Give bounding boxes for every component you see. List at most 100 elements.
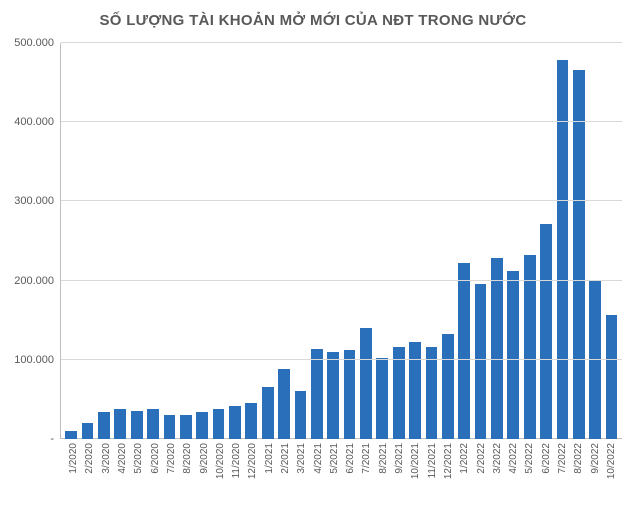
bar xyxy=(606,315,618,439)
bar-slot xyxy=(292,43,308,439)
bar xyxy=(229,406,241,439)
x-tick-label: 6/2020 xyxy=(141,439,157,509)
x-tick-label: 8/2020 xyxy=(174,439,190,509)
x-tick-label: 5/2022 xyxy=(516,439,532,509)
bar xyxy=(164,415,176,439)
gridline xyxy=(61,359,622,360)
x-tick-label: 6/2021 xyxy=(337,439,353,509)
y-axis: -100.000200.000300.000400.000500.000 xyxy=(4,35,60,501)
bar-slot xyxy=(571,43,587,439)
bar-slot xyxy=(145,43,161,439)
x-tick-label: 3/2020 xyxy=(93,439,109,509)
x-tick-label: 2/2020 xyxy=(76,439,92,509)
bar xyxy=(393,347,405,439)
bar-slot xyxy=(505,43,521,439)
y-tick-label: 200.000 xyxy=(14,275,54,287)
bar-slot xyxy=(112,43,128,439)
x-tick-label: 11/2020 xyxy=(223,439,239,509)
bar-slot xyxy=(358,43,374,439)
x-tick-label: 8/2021 xyxy=(370,439,386,509)
bar xyxy=(262,387,274,439)
bar-slot xyxy=(161,43,177,439)
x-tick-label: 2/2022 xyxy=(467,439,483,509)
bar-slot xyxy=(587,43,603,439)
bar-slot xyxy=(243,43,259,439)
bar-slot xyxy=(325,43,341,439)
bar-slot xyxy=(63,43,79,439)
bar-slot xyxy=(129,43,145,439)
y-tick-label: 400.000 xyxy=(14,116,54,128)
y-tick-label: 100.000 xyxy=(14,354,54,366)
bar-slot xyxy=(194,43,210,439)
bar-slot xyxy=(374,43,390,439)
bar xyxy=(540,224,552,439)
x-tick-label: 1/2021 xyxy=(256,439,272,509)
x-tick-label: 4/2020 xyxy=(109,439,125,509)
bar xyxy=(557,60,569,439)
x-tick-label: 3/2022 xyxy=(484,439,500,509)
bar-slot xyxy=(472,43,488,439)
x-tick-label: 5/2020 xyxy=(125,439,141,509)
bar-slot xyxy=(79,43,95,439)
bar-slot xyxy=(407,43,423,439)
bar-slot xyxy=(178,43,194,439)
y-tick-label: 500.000 xyxy=(14,37,54,49)
x-tick-label: 4/2021 xyxy=(304,439,320,509)
bar xyxy=(213,409,225,439)
x-tick-label: 7/2020 xyxy=(158,439,174,509)
bar xyxy=(98,412,110,439)
bar xyxy=(524,255,536,439)
bar xyxy=(180,415,192,439)
bar-slot xyxy=(210,43,226,439)
bar xyxy=(245,403,257,439)
x-tick-label: 12/2020 xyxy=(239,439,255,509)
bar-slot xyxy=(603,43,619,439)
bar-slot xyxy=(309,43,325,439)
chart-container: SỐ LƯỢNG TÀI KHOẢN MỞ MỚI CỦA NĐT TRONG … xyxy=(0,0,630,518)
bar xyxy=(573,70,585,439)
x-tick-label: 8/2022 xyxy=(565,439,581,509)
bar xyxy=(475,284,487,439)
x-tick-label: 9/2020 xyxy=(190,439,206,509)
x-tick-label: 7/2022 xyxy=(549,439,565,509)
x-tick-label: 10/2021 xyxy=(402,439,418,509)
gridline xyxy=(61,200,622,201)
bar-slot xyxy=(391,43,407,439)
bar-slot xyxy=(260,43,276,439)
x-tick-label: 5/2021 xyxy=(321,439,337,509)
x-tick-label: 1/2020 xyxy=(60,439,76,509)
x-tick-label: 3/2021 xyxy=(288,439,304,509)
bar xyxy=(82,423,94,439)
bar-slot xyxy=(456,43,472,439)
plot-wrap: -100.000200.000300.000400.000500.000 1/2… xyxy=(4,35,622,501)
x-tick-label: 4/2022 xyxy=(500,439,516,509)
bar-slot xyxy=(276,43,292,439)
bar xyxy=(409,342,421,439)
bar xyxy=(442,334,454,439)
bar xyxy=(507,271,519,439)
bar-slot xyxy=(554,43,570,439)
bar-slot xyxy=(341,43,357,439)
bar xyxy=(196,412,208,439)
bars-group xyxy=(61,43,622,439)
bar xyxy=(295,391,307,439)
bar-slot xyxy=(522,43,538,439)
x-tick-label: 6/2022 xyxy=(533,439,549,509)
x-tick-label: 12/2021 xyxy=(435,439,451,509)
bar xyxy=(344,350,356,439)
bar xyxy=(491,258,503,439)
gridline xyxy=(61,42,622,43)
x-tick-label: 11/2021 xyxy=(419,439,435,509)
bar-slot xyxy=(538,43,554,439)
plot-area xyxy=(60,43,622,439)
x-tick-label: 10/2022 xyxy=(598,439,614,509)
bar xyxy=(278,369,290,439)
gridline xyxy=(61,121,622,122)
bar xyxy=(327,352,339,439)
x-tick-label: 10/2020 xyxy=(207,439,223,509)
bar-slot xyxy=(227,43,243,439)
bar xyxy=(147,409,159,439)
bar xyxy=(311,349,323,439)
chart-title: SỐ LƯỢNG TÀI KHOẢN MỞ MỚI CỦA NĐT TRONG … xyxy=(4,12,622,29)
bar xyxy=(426,347,438,439)
